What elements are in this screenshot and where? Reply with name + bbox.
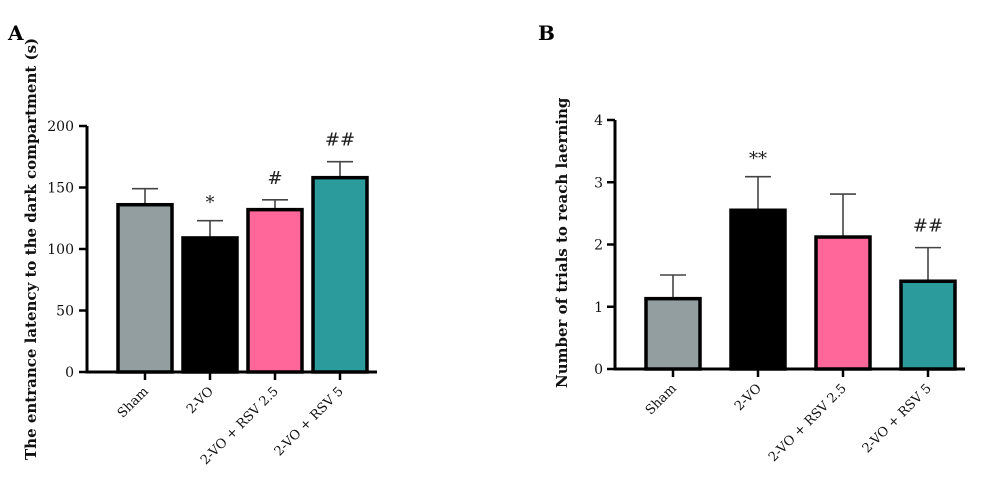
chart-b-category-label-0: Sham: [643, 381, 680, 418]
chart-a-y-tick-label-4: 200: [47, 119, 74, 135]
chart-a-y-tick-label-1: 50: [56, 304, 74, 320]
y-axis-label-a: The entrance latency to the dark compart…: [22, 38, 40, 460]
chart-a-category-label-3: 2-VO + RSV 5: [272, 384, 347, 459]
chart-b-bar-2: [814, 235, 872, 371]
chart-b-bar-3: [899, 279, 957, 371]
chart-a-category-label-0: Sham: [115, 384, 152, 421]
chart-b-significance-1: **: [749, 149, 767, 170]
chart-a-bar-1: [181, 236, 239, 374]
chart-a-y-tick-label-0: 0: [65, 365, 74, 381]
chart-a-bar-2: [246, 207, 304, 374]
chart-b-y-tick-label-1: 1: [594, 300, 603, 316]
chart-b-bar-0: [644, 296, 702, 371]
chart-a-significance-2: #: [267, 168, 282, 189]
chart-b-bar-1: [729, 208, 787, 371]
chart-b-category-label-3: 2-VO + RSV 5: [860, 381, 935, 456]
chart-b: B Number of trials to reach laerning Sha…: [538, 21, 965, 465]
chart-b-y-tick-label-4: 4: [594, 113, 603, 129]
chart-b-significance-3: ##: [913, 216, 943, 237]
chart-b-category-label-2: 2-VO + RSV 2.5: [766, 381, 850, 465]
chart-b-category-label-1: 2-VO: [732, 381, 765, 414]
chart-a-bar-0: [116, 202, 174, 374]
chart-a-bar-3: [311, 175, 369, 374]
y-axis-label-b: Number of trials to reach laerning: [553, 97, 571, 388]
chart-a-y-tick-label-3: 150: [47, 181, 74, 197]
chart-a-significance-1: *: [206, 193, 215, 214]
panel-label-b: B: [538, 21, 555, 45]
chart-b-y-tick-label-0: 0: [594, 362, 603, 378]
chart-a-significance-3: ##: [325, 130, 355, 151]
chart-b-y-tick-label-3: 3: [594, 175, 603, 191]
chart-a-y-tick-label-2: 100: [47, 242, 74, 258]
chart-b-y-tick-label-2: 2: [594, 238, 603, 254]
chart-a: A The entrance latency to the dark compa…: [7, 21, 377, 468]
panel-label-a: A: [7, 21, 24, 45]
chart-a-category-label-1: 2-VO: [184, 384, 217, 417]
